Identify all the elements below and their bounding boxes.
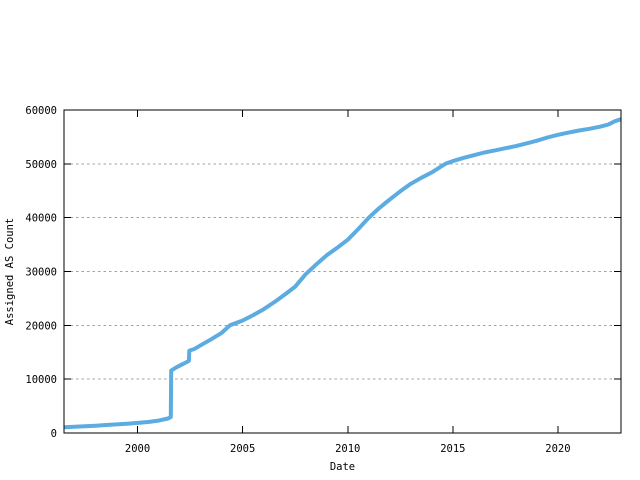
axis-layer: [63, 109, 622, 434]
y-tick-label: 20000: [25, 320, 57, 332]
y-tick-label: 0: [51, 428, 57, 440]
y-tick-label: 40000: [25, 213, 57, 225]
series-layer: [63, 117, 622, 430]
tick-label-layer: 2000 2005 2010 2015 2020 0 10000 20000 30000 4000…: [25, 105, 570, 455]
x-tick-label: 2005: [230, 443, 255, 455]
x-tick-label: 2010: [335, 443, 360, 455]
y-tick-label: 30000: [25, 267, 57, 279]
x-tick-label: 2000: [125, 443, 150, 455]
y-axis-title: Assigned AS Count: [4, 218, 16, 325]
x-tick-label: 2020: [545, 443, 570, 455]
data-line: [63, 117, 622, 430]
y-tick-label: 60000: [25, 105, 57, 117]
grid-layer: [65, 163, 620, 380]
x-tick-label: 2015: [440, 443, 465, 455]
y-tick-label: 50000: [25, 159, 57, 171]
x-axis-title: Date: [330, 461, 355, 473]
y-tick-label: 10000: [25, 374, 57, 386]
